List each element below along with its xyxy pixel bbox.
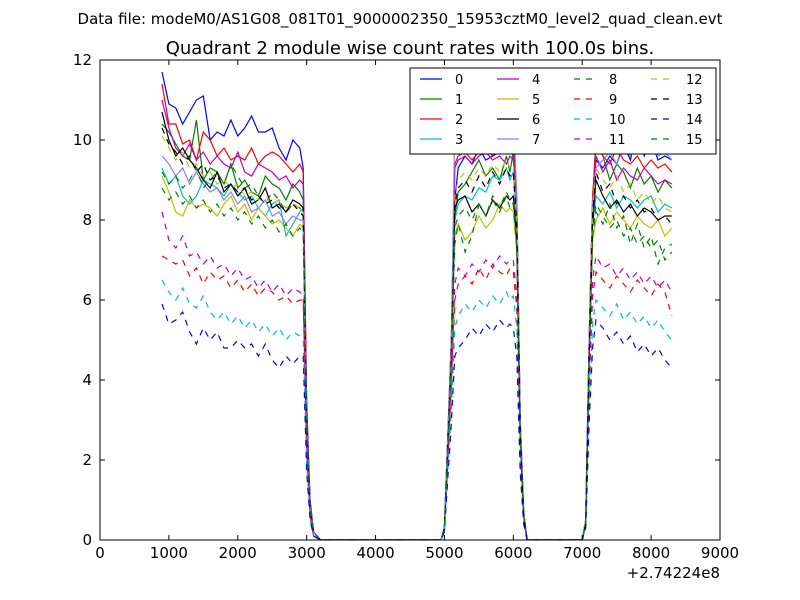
x-tick-label: 0 <box>95 544 105 562</box>
legend-label-3: 3 <box>455 133 463 148</box>
x-axis-offset-label: +2.74224e8 <box>627 564 720 582</box>
series-line-9 <box>161 255 673 540</box>
figure-suptitle: Data file: modeM0/AS1G08_081T01_90000023… <box>78 10 723 29</box>
series-line-2 <box>161 83 673 540</box>
x-tick-label: 7000 <box>563 544 601 562</box>
y-tick-label: 12 <box>73 51 92 69</box>
y-tick-label: 2 <box>82 451 92 469</box>
y-tick-label: 6 <box>82 291 92 309</box>
series-line-5 <box>161 175 673 540</box>
legend-label-1: 1 <box>455 93 463 108</box>
series-line-15 <box>161 187 673 540</box>
x-tick-label: 6000 <box>494 544 532 562</box>
y-tick-label: 0 <box>82 531 92 549</box>
legend-label-10: 10 <box>609 113 626 128</box>
legend-box <box>409 67 717 155</box>
legend-label-4: 4 <box>532 73 540 88</box>
legend-label-12: 12 <box>686 73 703 88</box>
y-tick-label: 4 <box>82 371 92 389</box>
x-tick-label: 5000 <box>425 544 463 562</box>
x-tick-label: 4000 <box>356 544 394 562</box>
tick-layer: 0 1000 2000 3000 4000 5000 6000 7000 8000 9000 0 2 4… <box>73 51 739 562</box>
series-line-13 <box>161 127 673 540</box>
legend-label-2: 2 <box>455 113 463 128</box>
legend-label-13: 13 <box>686 93 703 108</box>
y-tick-label: 8 <box>82 211 92 229</box>
series-layer <box>161 71 673 540</box>
legend-label-15: 15 <box>686 133 703 148</box>
legend-label-9: 9 <box>609 93 617 108</box>
chart-title: Quadrant 2 module wise count rates with … <box>166 38 655 59</box>
legend-label-5: 5 <box>532 93 540 108</box>
legend-label-6: 6 <box>532 113 540 128</box>
x-tick-label: 9000 <box>701 544 739 562</box>
series-line-8 <box>161 162 673 540</box>
legend-label-11: 11 <box>609 133 626 148</box>
plot-area: 0 1000 2000 3000 4000 5000 6000 7000 8000 9000 0 2 4… <box>73 51 739 562</box>
legend-label-14: 14 <box>686 113 703 128</box>
x-tick-label: 3000 <box>288 544 326 562</box>
legend-label-8: 8 <box>609 73 617 88</box>
series-line-10 <box>161 279 673 540</box>
x-tick-label: 8000 <box>632 544 670 562</box>
x-tick-label: 1000 <box>150 544 188 562</box>
series-line-0 <box>161 71 673 540</box>
legend-label-7: 7 <box>532 133 540 148</box>
x-tick-label: 2000 <box>219 544 257 562</box>
series-line-12 <box>161 135 673 540</box>
legend-label-0: 0 <box>455 73 463 88</box>
y-tick-label: 10 <box>73 131 92 149</box>
